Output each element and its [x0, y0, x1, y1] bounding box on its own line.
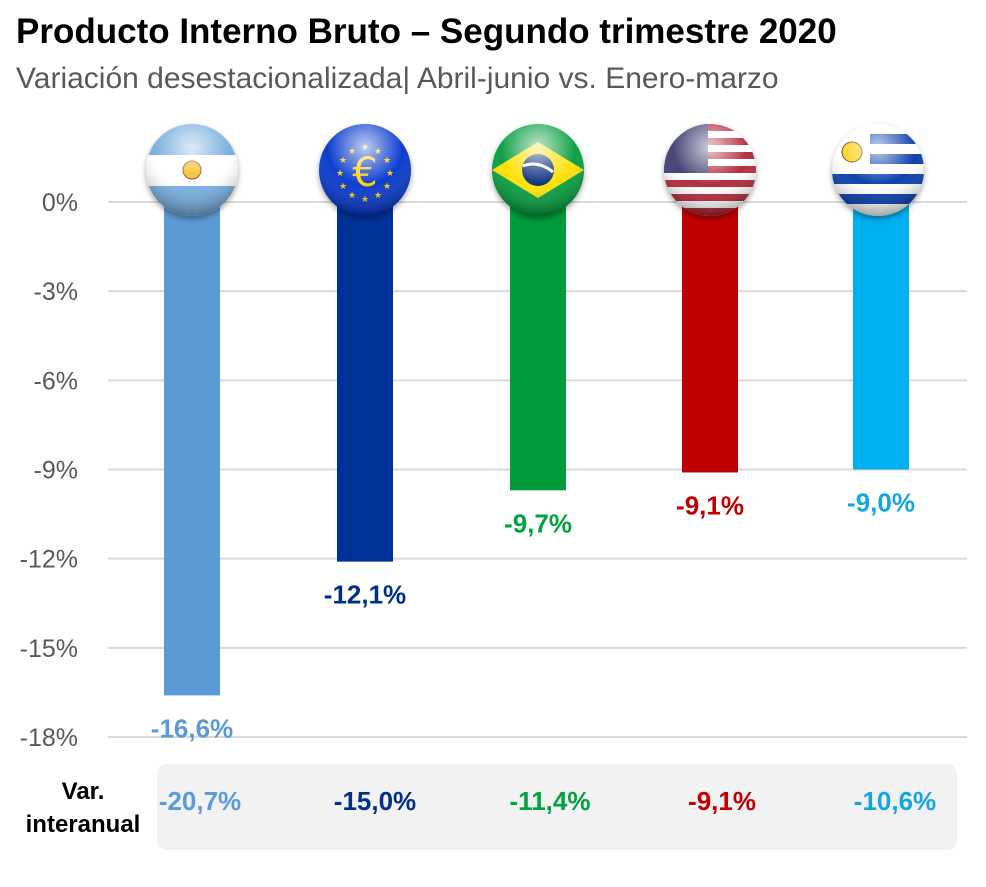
bar-argentina: [164, 202, 220, 696]
chart-title: Producto Interno Bruto – Segundo trimest…: [16, 12, 837, 51]
bar-value-label: -9,0%: [847, 488, 915, 518]
bar-value-label: -16,6%: [151, 713, 233, 743]
y-tick-label: -3%: [34, 278, 78, 306]
y-tick-label: 0%: [42, 189, 78, 217]
yoy-label-line1: Var.: [61, 778, 105, 805]
bar-value-label: -9,7%: [504, 508, 572, 538]
uruguay-flag-icon: [832, 124, 924, 216]
bar-value-label: -9,1%: [676, 490, 744, 520]
y-tick-label: -6%: [34, 367, 78, 395]
yoy-label-line2: interanual: [25, 811, 141, 838]
yoy-row-background: [157, 764, 957, 850]
bars: [164, 202, 909, 696]
bar-estados-unidos: [682, 202, 738, 473]
yoy-value-uruguay: -10,6%: [853, 786, 937, 816]
y-tick-label: -18%: [20, 724, 78, 752]
y-tick-label: -15%: [20, 635, 78, 663]
bar-value-label: -12,1%: [324, 580, 406, 610]
y-tick-label: -12%: [20, 546, 78, 574]
yoy-row-label: Var. interanual: [14, 775, 152, 841]
yoy-value-argentina: -20,7%: [158, 786, 242, 816]
usa-flag-icon: [664, 124, 756, 216]
value-labels: -16,6% -12,1% -9,7% -9,1% -9,0%: [151, 488, 915, 744]
y-axis: 0% -3% -6% -9% -12% -15% -18%: [20, 189, 78, 752]
y-tick-label: -9%: [34, 457, 78, 485]
yoy-value-usa: -9,1%: [688, 786, 756, 816]
bar-brasil: [510, 202, 566, 491]
brazil-flag-icon: [492, 124, 584, 216]
bar-zona-euro: [337, 202, 393, 562]
yoy-value-euro: -15,0%: [333, 786, 417, 816]
yoy-value-brazil: -11,4%: [509, 786, 591, 816]
argentina-flag-icon: [146, 124, 238, 216]
chart-subtitle: Variación desestacionalizada| Abril-juni…: [16, 62, 779, 95]
euro-flag-icon: ★★★ ★★★ ★★★ ★★★ €: [319, 124, 411, 216]
bar-uruguay: [853, 202, 909, 470]
